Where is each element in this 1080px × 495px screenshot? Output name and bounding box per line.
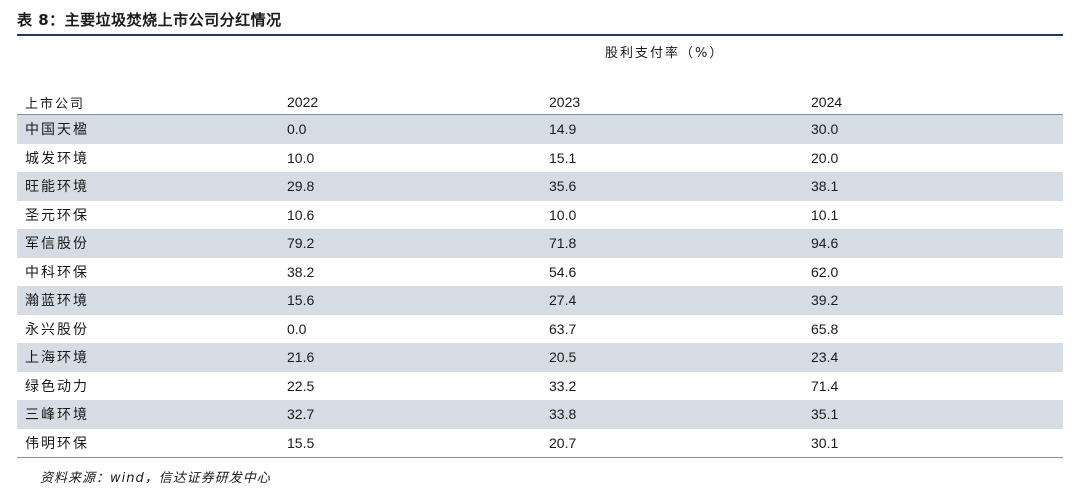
value-2024: 38.1 — [811, 178, 839, 195]
company-name: 永兴股份 — [25, 321, 89, 338]
company-name: 三峰环境 — [25, 407, 89, 424]
value-2024: 30.0 — [811, 121, 839, 138]
value-2024: 10.1 — [811, 206, 839, 223]
table-body: 中国天楹 0.0 14.9 30.0 城发环境 10.0 15.1 20.0 旺… — [17, 115, 1063, 457]
value-2024: 62.0 — [811, 263, 839, 280]
value-2022: 38.2 — [287, 263, 315, 280]
value-2022: 79.2 — [287, 235, 315, 252]
company-name: 中科环保 — [25, 264, 89, 281]
value-2024: 23.4 — [811, 349, 839, 366]
value-2022: 0.0 — [287, 121, 307, 138]
table-row: 城发环境 10.0 15.1 20.0 — [17, 144, 1063, 173]
value-2022: 15.6 — [287, 292, 315, 309]
company-name: 军信股份 — [25, 236, 89, 253]
value-2023: 20.7 — [549, 434, 577, 451]
value-2023: 27.4 — [549, 292, 577, 309]
header-2023: 2023 — [549, 94, 581, 110]
table-row: 中科环保 38.2 54.6 62.0 — [17, 258, 1063, 287]
header-2022: 2022 — [287, 94, 319, 110]
table-row: 永兴股份 0.0 63.7 65.8 — [17, 315, 1063, 344]
table-row: 中国天楹 0.0 14.9 30.0 — [17, 115, 1063, 144]
company-name: 圣元环保 — [25, 207, 89, 224]
company-name: 绿色动力 — [25, 378, 89, 395]
table-row: 上海环境 21.6 20.5 23.4 — [17, 343, 1063, 372]
table-header-row: 上市公司 2022 2023 2024 — [17, 90, 1063, 115]
table-row: 三峰环境 32.7 33.8 35.1 — [17, 400, 1063, 429]
company-name: 伟明环保 — [25, 435, 89, 452]
value-2022: 29.8 — [287, 178, 315, 195]
value-2024: 30.1 — [811, 434, 839, 451]
table-row: 绿色动力 22.5 33.2 71.4 — [17, 372, 1063, 401]
value-2022: 10.6 — [287, 206, 315, 223]
value-2024: 20.0 — [811, 149, 839, 166]
value-2022: 21.6 — [287, 349, 315, 366]
value-2024: 39.2 — [811, 292, 839, 309]
value-2023: 20.5 — [549, 349, 577, 366]
value-2023: 71.8 — [549, 235, 577, 252]
company-name: 城发环境 — [25, 150, 89, 167]
company-name: 瀚蓝环境 — [25, 293, 89, 310]
column-group-header: 股利支付率（%） — [605, 46, 725, 61]
value-2023: 10.0 — [549, 206, 577, 223]
table-title: 表 8：主要垃圾焚烧上市公司分红情况 — [17, 11, 282, 29]
source-note: 资料来源：wind，信达证券研发中心 — [40, 471, 271, 486]
table-bottom-rule — [17, 457, 1063, 458]
value-2022: 22.5 — [287, 377, 315, 394]
value-2022: 0.0 — [287, 320, 307, 337]
value-2023: 33.8 — [549, 406, 577, 423]
value-2022: 15.5 — [287, 434, 315, 451]
value-2023: 33.2 — [549, 377, 577, 394]
value-2023: 54.6 — [549, 263, 577, 280]
table-row: 伟明环保 15.5 20.7 30.1 — [17, 429, 1063, 458]
title-rule — [17, 34, 1063, 36]
value-2024: 71.4 — [811, 377, 839, 394]
value-2024: 94.6 — [811, 235, 839, 252]
company-name: 上海环境 — [25, 350, 89, 367]
header-2024: 2024 — [811, 94, 843, 110]
value-2022: 10.0 — [287, 149, 315, 166]
value-2023: 15.1 — [549, 149, 577, 166]
company-name: 旺能环境 — [25, 179, 89, 196]
value-2023: 63.7 — [549, 320, 577, 337]
value-2022: 32.7 — [287, 406, 315, 423]
value-2023: 35.6 — [549, 178, 577, 195]
table-row: 旺能环境 29.8 35.6 38.1 — [17, 172, 1063, 201]
table-row: 圣元环保 10.6 10.0 10.1 — [17, 201, 1063, 230]
value-2024: 65.8 — [811, 320, 839, 337]
table-row: 瀚蓝环境 15.6 27.4 39.2 — [17, 286, 1063, 315]
header-company: 上市公司 — [25, 96, 86, 112]
table-row: 军信股份 79.2 71.8 94.6 — [17, 229, 1063, 258]
value-2024: 35.1 — [811, 406, 839, 423]
value-2023: 14.9 — [549, 121, 577, 138]
company-name: 中国天楹 — [25, 122, 89, 139]
